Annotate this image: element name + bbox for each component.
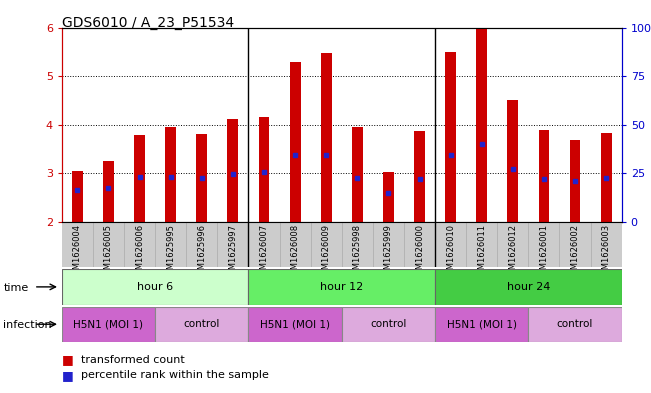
Bar [197, 134, 207, 222]
Text: GSM1626008: GSM1626008 [290, 224, 299, 281]
Text: ■: ■ [62, 353, 74, 366]
Bar [529, 307, 622, 342]
Bar [155, 307, 249, 342]
Text: H5N1 (MOI 1): H5N1 (MOI 1) [260, 319, 330, 329]
Bar [538, 130, 549, 222]
Text: GSM1626001: GSM1626001 [540, 224, 548, 280]
Text: GSM1626009: GSM1626009 [322, 224, 331, 280]
Bar [435, 269, 622, 305]
Bar [445, 52, 456, 222]
Text: hour 24: hour 24 [506, 282, 550, 292]
Text: GSM1626011: GSM1626011 [477, 224, 486, 280]
Bar [134, 134, 145, 222]
Text: control: control [557, 319, 593, 329]
Text: control: control [184, 319, 220, 329]
Bar [477, 29, 487, 222]
Text: H5N1 (MOI 1): H5N1 (MOI 1) [447, 319, 517, 329]
Bar [165, 127, 176, 222]
Text: GSM1625998: GSM1625998 [353, 224, 362, 280]
Text: GSM1626010: GSM1626010 [446, 224, 455, 280]
Text: GSM1626006: GSM1626006 [135, 224, 144, 281]
Text: GSM1626012: GSM1626012 [508, 224, 518, 280]
Bar [601, 132, 611, 222]
Bar [249, 269, 435, 305]
Bar [507, 101, 518, 222]
Text: GSM1626007: GSM1626007 [260, 224, 268, 281]
Text: hour 12: hour 12 [320, 282, 363, 292]
Bar [258, 118, 270, 222]
Bar [435, 307, 529, 342]
Text: GSM1625997: GSM1625997 [229, 224, 238, 280]
Bar [414, 131, 425, 222]
Bar [352, 127, 363, 222]
Text: GSM1625995: GSM1625995 [166, 224, 175, 280]
Text: ■: ■ [62, 369, 74, 382]
Bar [249, 307, 342, 342]
Text: GSM1626000: GSM1626000 [415, 224, 424, 280]
Text: percentile rank within the sample: percentile rank within the sample [81, 370, 270, 380]
Bar [103, 161, 114, 222]
Bar [62, 269, 249, 305]
Bar [72, 171, 83, 222]
Text: time: time [3, 283, 29, 293]
Bar [383, 173, 394, 222]
Text: hour 6: hour 6 [137, 282, 173, 292]
Text: GSM1625999: GSM1625999 [384, 224, 393, 280]
Text: GSM1626005: GSM1626005 [104, 224, 113, 280]
Text: transformed count: transformed count [81, 354, 185, 365]
Text: GDS6010 / A_23_P51534: GDS6010 / A_23_P51534 [62, 16, 234, 30]
Text: infection: infection [3, 320, 52, 330]
Text: GSM1625996: GSM1625996 [197, 224, 206, 280]
Text: GSM1626003: GSM1626003 [602, 224, 611, 281]
Bar [62, 307, 155, 342]
Bar [290, 62, 301, 222]
Text: H5N1 (MOI 1): H5N1 (MOI 1) [74, 319, 143, 329]
Text: GSM1626004: GSM1626004 [73, 224, 82, 280]
Bar [227, 119, 238, 222]
Text: control: control [370, 319, 407, 329]
Text: GSM1626002: GSM1626002 [570, 224, 579, 280]
Bar [342, 307, 435, 342]
Bar [321, 53, 331, 222]
Bar [570, 140, 581, 222]
